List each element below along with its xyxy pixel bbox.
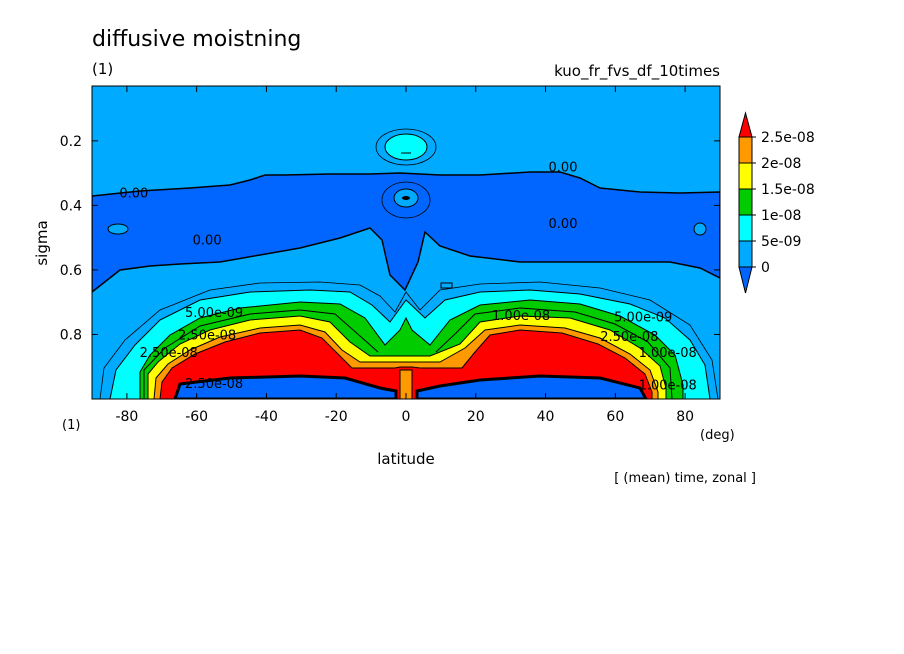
x-tick-label: -80 [115,409,138,425]
x-tick-label: -20 [325,409,348,425]
contour-label: 0.00 [549,217,578,232]
contour-label: 0.00 [119,186,148,201]
field-level-upper-blob [384,133,428,161]
x-axis-label: latitude [377,450,435,468]
contour-label: 2.50e-08 [178,328,236,343]
x-tick-label: -40 [255,409,278,425]
contour-mid-inner [402,196,410,200]
y-axis-label: sigma [33,220,51,265]
colorbar-swatch [738,162,753,190]
x-tick-label: 40 [537,409,555,425]
x-tick-label: 20 [467,409,485,425]
chart-title: diffusive moistning [92,27,301,52]
plot-area: 0.00 0.00 0.00 0.00 5.00e-09 2.50e-08 2.50e-08… [92,86,720,399]
contour-label: 2.50e-08 [185,377,243,392]
x-tick-label: -60 [185,409,208,425]
colorbar-label: 2e-08 [761,156,801,172]
colorbar-swatch [738,136,753,164]
contour-label: 5.00e-09 [185,306,243,321]
x-tick-label: 60 [606,409,624,425]
contour-label: 1.00e-08 [492,309,550,324]
y-tick-label: 0.8 [60,327,82,343]
contour-label: 0.00 [549,161,578,176]
colorbar-label: 1e-08 [761,208,801,224]
contour-label: 1.00e-08 [639,378,697,393]
colorbar-label: 2.5e-08 [761,130,815,146]
colorbar-label: 0 [761,260,770,276]
y-axis: 0.2 0.4 0.6 0.8 [60,134,720,343]
x-axis: -80 -60 -40 -20 0 20 40 60 80 [115,86,694,425]
corner-label: (1) [62,418,80,433]
x-tick-label: 0 [402,409,411,425]
contour-edge-left [107,223,129,235]
field-level-equator-surface [399,369,413,399]
contour-edge-right [693,222,707,236]
y-tick-label: 0.2 [60,134,82,150]
contour-label: 1.00e-08 [639,346,697,361]
field-level-negative [92,171,720,293]
field-level-surface-right [415,374,648,399]
contour-mid-outer [381,181,431,219]
contour-inner-lines [143,307,673,399]
contour-upper-outer [375,128,437,166]
contour-label: 2.50e-08 [600,330,658,345]
colorbar-arrow-top [738,111,753,138]
contour-outer-lines [99,281,719,399]
x-axis-unit: (deg) [700,428,735,443]
colorbar-arrow-bottom [738,266,753,294]
contour-label: 5.00e-09 [614,311,672,326]
colorbar-swatch [738,214,753,242]
contour-small-patch [440,282,453,289]
mean-note: [ (mean) time, zonal ] [614,471,756,486]
chart-subtitle-right: kuo_fr_fvs_df_10times [554,62,720,81]
chart-subtitle-left: (1) [92,60,113,78]
x-tick-label: 80 [676,409,694,425]
colorbar-label: 5e-09 [761,234,801,250]
contour-label: 2.50e-08 [140,346,198,361]
y-tick-label: 0.6 [60,263,82,279]
colorbar-swatch [738,188,753,216]
field-level-surface-left [173,374,398,399]
contour-label-group: 0.00 0.00 0.00 0.00 5.00e-09 2.50e-08 2.50e-08… [119,161,696,394]
colorbar: 2.5e-08 2e-08 1.5e-08 1e-08 5e-09 0 [738,111,815,294]
contour-label: 0.00 [193,233,222,248]
y-tick-label: 0.4 [60,198,82,214]
colorbar-label: 1.5e-08 [761,182,815,198]
colorbar-swatch [738,240,753,268]
